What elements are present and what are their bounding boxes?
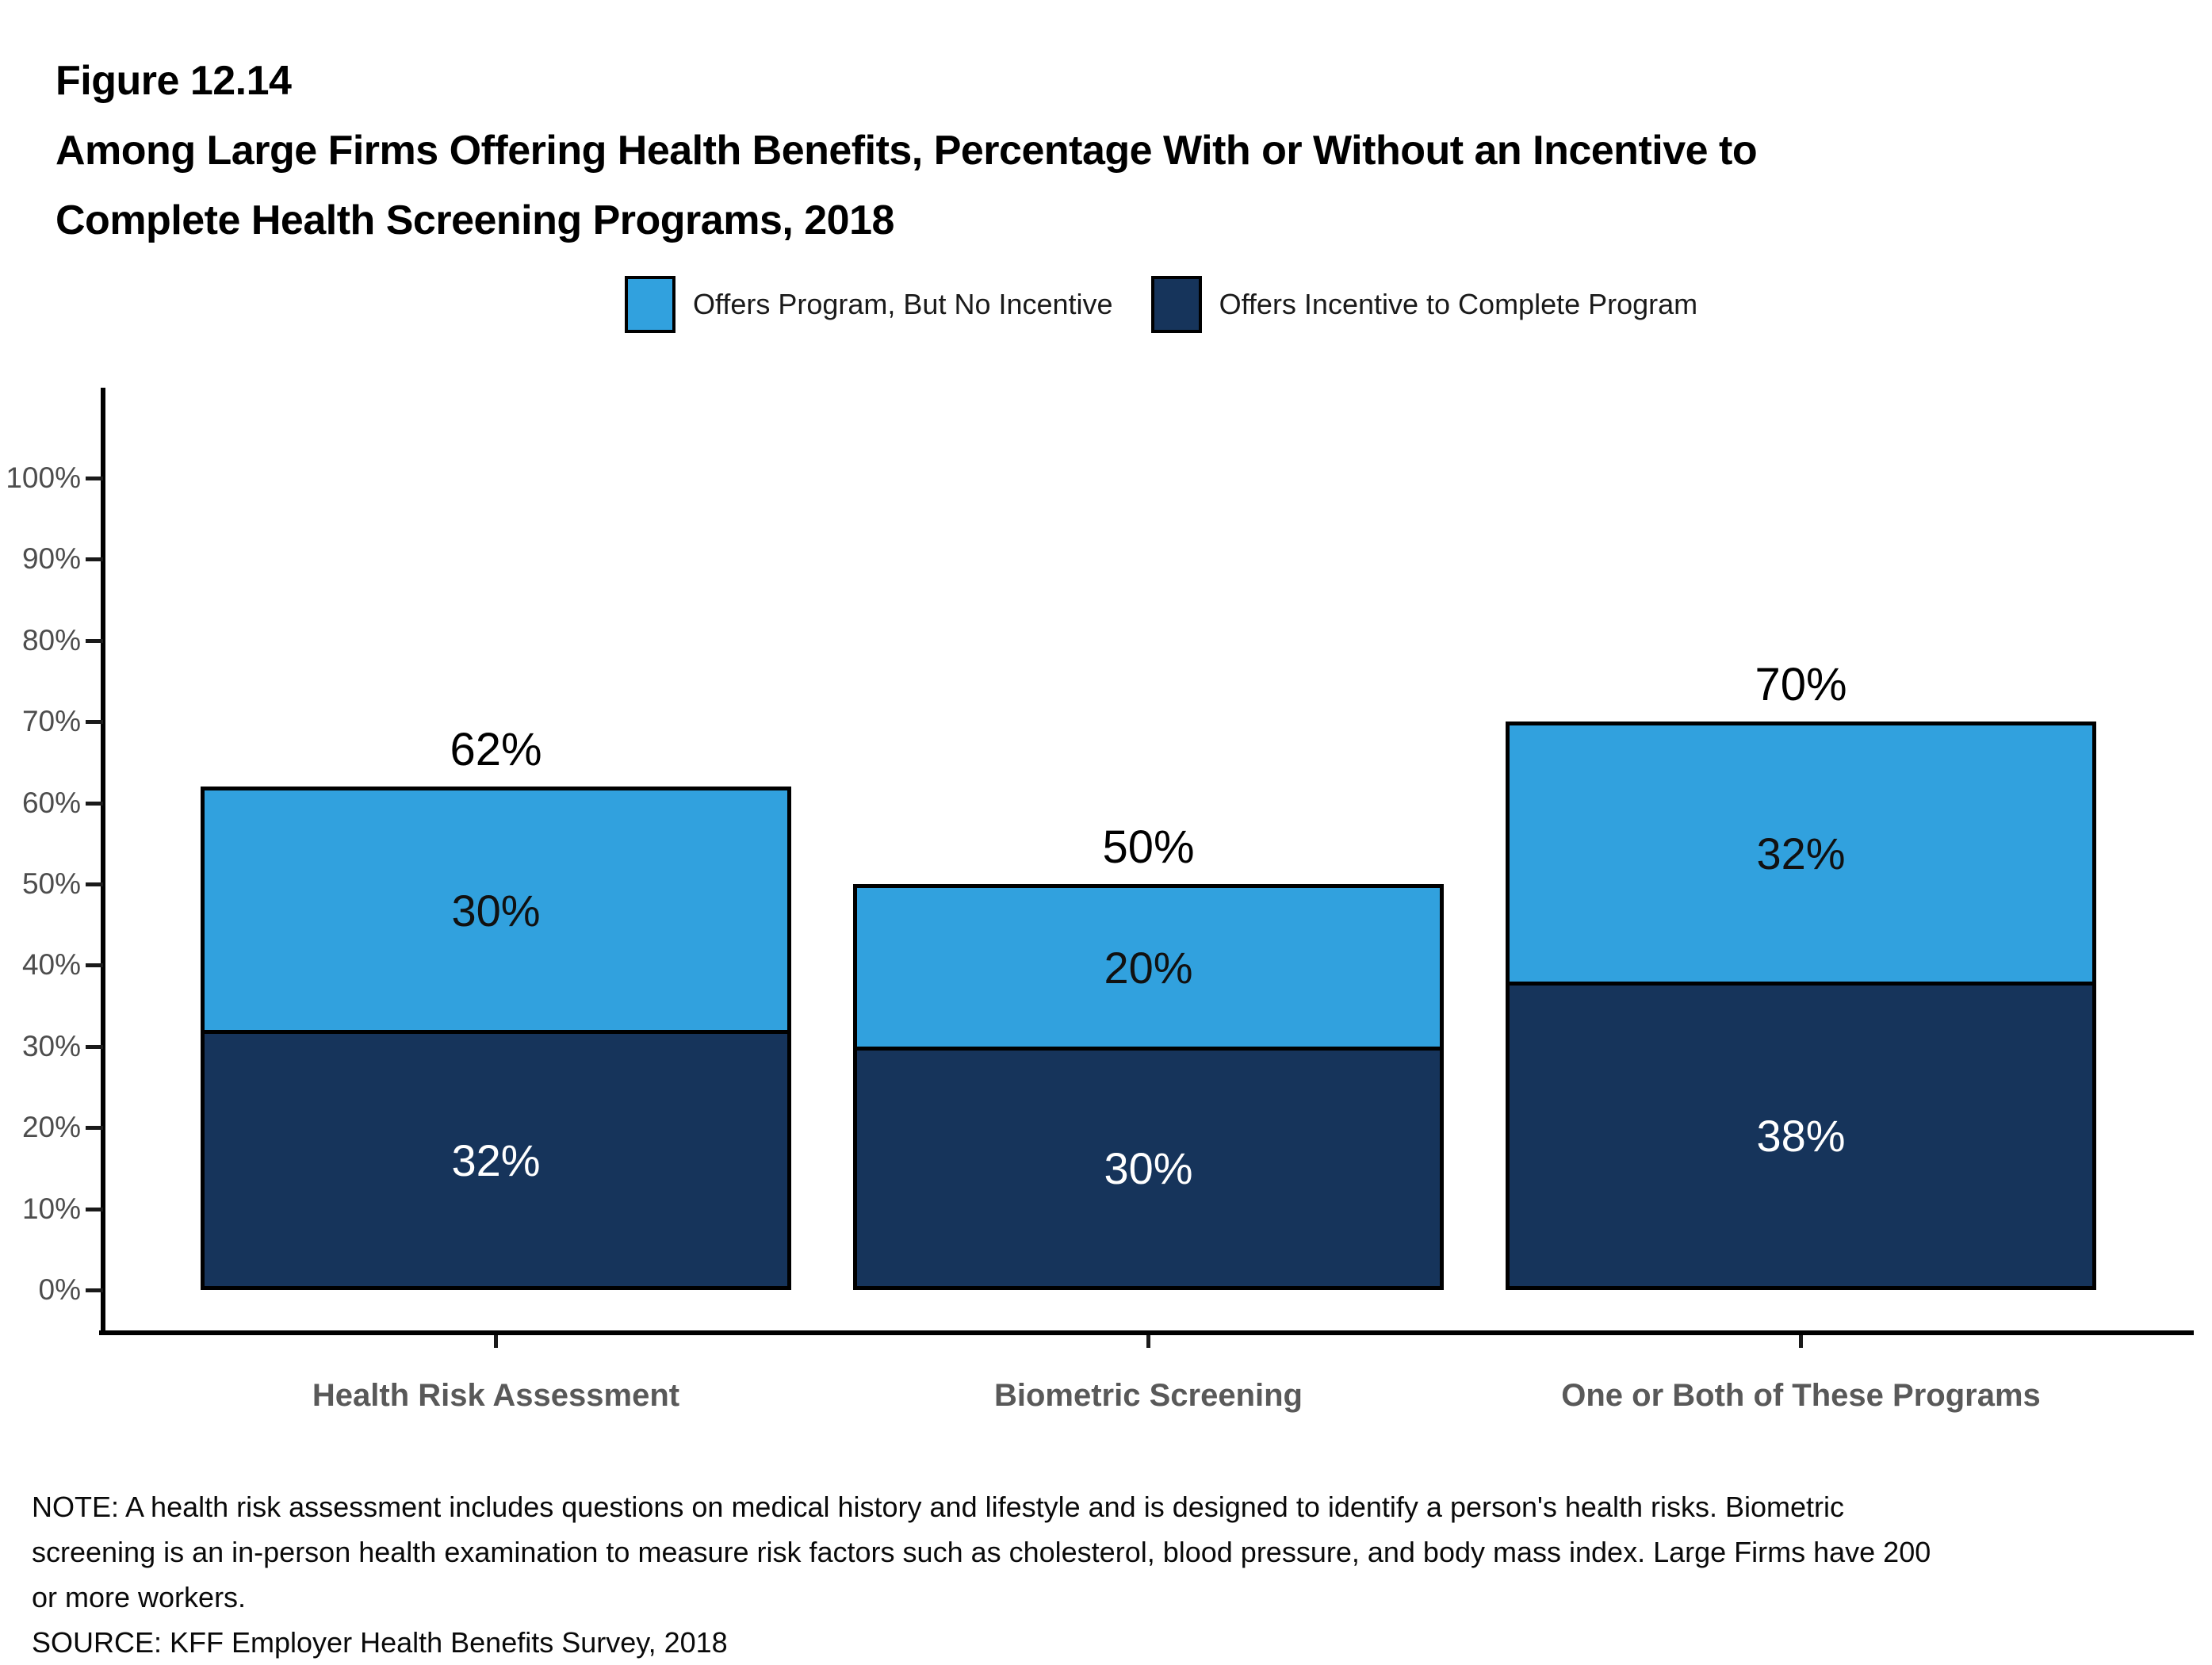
bar-biometric-screening: 20% 30% [853, 884, 1444, 1290]
legend: Offers Program, But No Incentive Offers … [625, 276, 1697, 333]
title-block: Figure 12.14 Among Large Firms Offering … [55, 46, 1758, 255]
y-tick-90 [86, 557, 103, 562]
y-tick-100 [86, 477, 103, 480]
segment-no-incentive-health-risk-assessment: 30% [205, 790, 787, 1034]
chart-title-line-1: Among Large Firms Offering Health Benefi… [55, 128, 1758, 174]
x-tick-health-risk-assessment [494, 1335, 498, 1348]
y-tick-80 [86, 638, 103, 643]
y-tick-0 [86, 1288, 103, 1292]
y-tick-label-40: 40% [21, 948, 81, 982]
note-line-2: screening is an in-person health examina… [32, 1536, 1931, 1568]
y-tick-10 [86, 1207, 103, 1211]
value-label-incentive-health-risk-assessment: 32% [451, 1135, 541, 1185]
note-line-1: NOTE: A health risk assessment includes … [32, 1491, 1844, 1523]
y-tick-50 [86, 882, 103, 886]
y-tick-label-20: 20% [21, 1111, 81, 1144]
value-label-no-incentive-one-or-both-of-these-programs: 32% [1756, 829, 1846, 878]
y-tick-60 [86, 801, 103, 806]
notes-block: NOTE: A health risk assessment includes … [32, 1484, 1931, 1665]
legend-swatch-light-blue [625, 276, 675, 333]
x-category-label-health-risk-assessment: Health Risk Assessment [312, 1378, 680, 1413]
y-tick-20 [86, 1126, 103, 1131]
bar-health-risk-assessment: 30% 32% [201, 787, 791, 1290]
legend-item-no-incentive: Offers Program, But No Incentive [625, 276, 1113, 333]
note-line-3: or more workers. [32, 1581, 247, 1613]
legend-swatch-dark-navy [1150, 276, 1202, 333]
y-tick-label-0: 0% [38, 1273, 81, 1306]
y-tick-label-70: 70% [21, 705, 81, 738]
y-axis-line [101, 388, 105, 1335]
y-tick-label-80: 80% [21, 623, 81, 656]
x-tick-biometric-screening [1146, 1335, 1150, 1348]
segment-no-incentive-one-or-both-of-these-programs: 32% [1510, 725, 2092, 986]
total-label-one-or-both-of-these-programs: 70% [1755, 659, 1847, 710]
legend-label-incentive: Offers Incentive to Complete Program [1219, 288, 1698, 320]
x-tick-one-or-both-of-these-programs [1799, 1335, 1803, 1348]
y-tick-label-60: 60% [21, 786, 81, 819]
value-label-incentive-one-or-both-of-these-programs: 38% [1756, 1111, 1846, 1161]
source-line: SOURCE: KFF Employer Health Benefits Sur… [32, 1626, 728, 1659]
segment-incentive-biometric-screening: 30% [857, 1051, 1440, 1286]
total-label-biometric-screening: 50% [1102, 821, 1195, 873]
value-label-incentive-biometric-screening: 30% [1104, 1143, 1193, 1193]
bar-one-or-both-of-these-programs: 32% 38% [1506, 722, 2096, 1290]
y-tick-label-10: 10% [21, 1192, 81, 1225]
y-tick-70 [86, 720, 103, 725]
y-tick-label-90: 90% [21, 542, 81, 576]
segment-no-incentive-biometric-screening: 20% [857, 888, 1440, 1051]
total-label-health-risk-assessment: 62% [450, 724, 542, 775]
value-label-no-incentive-biometric-screening: 20% [1104, 942, 1193, 993]
legend-label-no-incentive: Offers Program, But No Incentive [693, 288, 1113, 320]
segment-incentive-health-risk-assessment: 32% [205, 1034, 787, 1286]
chart-title-line-2: Complete Health Screening Programs, 2018 [55, 197, 894, 243]
y-tick-label-30: 30% [21, 1029, 81, 1062]
x-axis-line [99, 1330, 2194, 1335]
y-tick-30 [86, 1044, 103, 1049]
figure-number: Figure 12.14 [55, 58, 292, 104]
x-category-label-biometric-screening: Biometric Screening [993, 1378, 1303, 1413]
y-tick-label-100: 100% [6, 461, 81, 494]
value-label-no-incentive-health-risk-assessment: 30% [451, 885, 541, 936]
x-category-label-one-or-both-of-these-programs: One or Both of These Programs [1561, 1378, 2041, 1413]
y-tick-40 [86, 963, 103, 968]
y-tick-label-50: 50% [21, 867, 81, 900]
segment-incentive-one-or-both-of-these-programs: 38% [1510, 986, 2092, 1286]
legend-item-incentive: Offers Incentive to Complete Program [1150, 276, 1698, 333]
